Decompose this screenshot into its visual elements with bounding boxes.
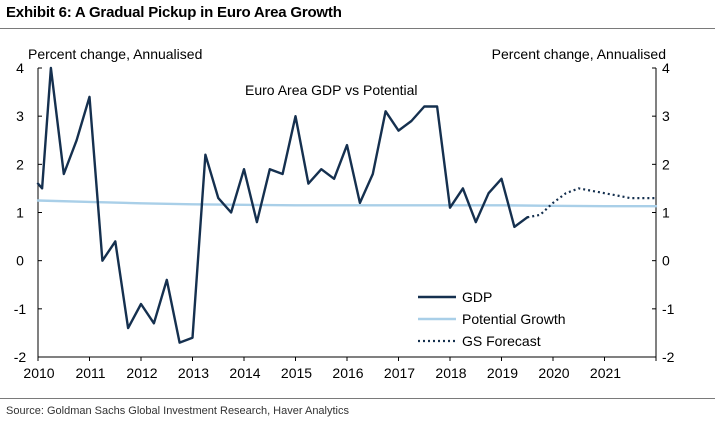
series-line-potential-growth: [36, 199, 658, 208]
bottom-rule: [0, 398, 715, 399]
y-tick-right-label: 4: [662, 60, 670, 76]
legend-label-gdp: GDP: [462, 289, 492, 305]
x-tick-label: 2013: [178, 365, 209, 381]
y-ticks-right: -2 -1 0 1 2 3 4: [652, 60, 675, 365]
series-line-gs-forecast: [527, 187, 656, 219]
y-tick-right-label: 0: [662, 253, 670, 269]
x-tick-label: 2017: [384, 365, 415, 381]
x-tick-label: 2011: [75, 365, 105, 381]
y-tick-right-label: 3: [662, 108, 670, 124]
exhibit-title: Exhibit 6: A Gradual Pickup in Euro Area…: [6, 4, 342, 21]
x-tick-label: 2012: [126, 365, 157, 381]
y-tick-right-label: 1: [662, 205, 670, 221]
y-tick-left-label: -2: [14, 349, 27, 365]
y-axis-label-left: Percent change, Annualised: [28, 46, 202, 62]
x-tick-label: 2015: [281, 365, 312, 381]
x-tick-label: 2021: [590, 365, 621, 381]
x-tick-label: 2014: [229, 365, 260, 381]
x-tick-label: 2019: [487, 365, 518, 381]
y-ticks-left: -2 -1 0 1 2 3 4: [14, 60, 42, 365]
y-tick-left-label: -1: [14, 301, 27, 317]
x-tick-label: 2016: [332, 365, 363, 381]
series-layer: [36, 66, 658, 344]
y-axis-label-right: Percent change, Annualised: [492, 46, 666, 62]
y-tick-left-label: 1: [16, 205, 24, 221]
y-tick-left-label: 0: [16, 253, 24, 269]
series-line-gdp: [36, 66, 529, 344]
x-ticks: 2010 2011 2012 2013 2014 2015 2016 2017 2018 2019…: [23, 357, 657, 381]
y-tick-left-label: 4: [16, 60, 24, 76]
legend: GDP Potential Growth GS Forecast: [418, 289, 566, 349]
chart-title: Euro Area GDP vs Potential: [245, 82, 418, 98]
source-note: Source: Goldman Sachs Global Investment …: [6, 405, 349, 417]
y-tick-right-label: -1: [662, 301, 675, 317]
legend-label-gs-forecast: GS Forecast: [462, 333, 541, 349]
y-tick-right-label: 2: [662, 156, 670, 172]
x-tick-label: 2020: [538, 365, 569, 381]
x-tick-label: 2018: [435, 365, 466, 381]
y-tick-left-label: 3: [16, 108, 24, 124]
top-rule: [0, 28, 715, 29]
y-tick-left-label: 2: [16, 156, 24, 172]
legend-label-potential-growth: Potential Growth: [462, 311, 566, 327]
y-tick-right-label: -2: [662, 349, 675, 365]
x-tick-label: 2010: [23, 365, 54, 381]
